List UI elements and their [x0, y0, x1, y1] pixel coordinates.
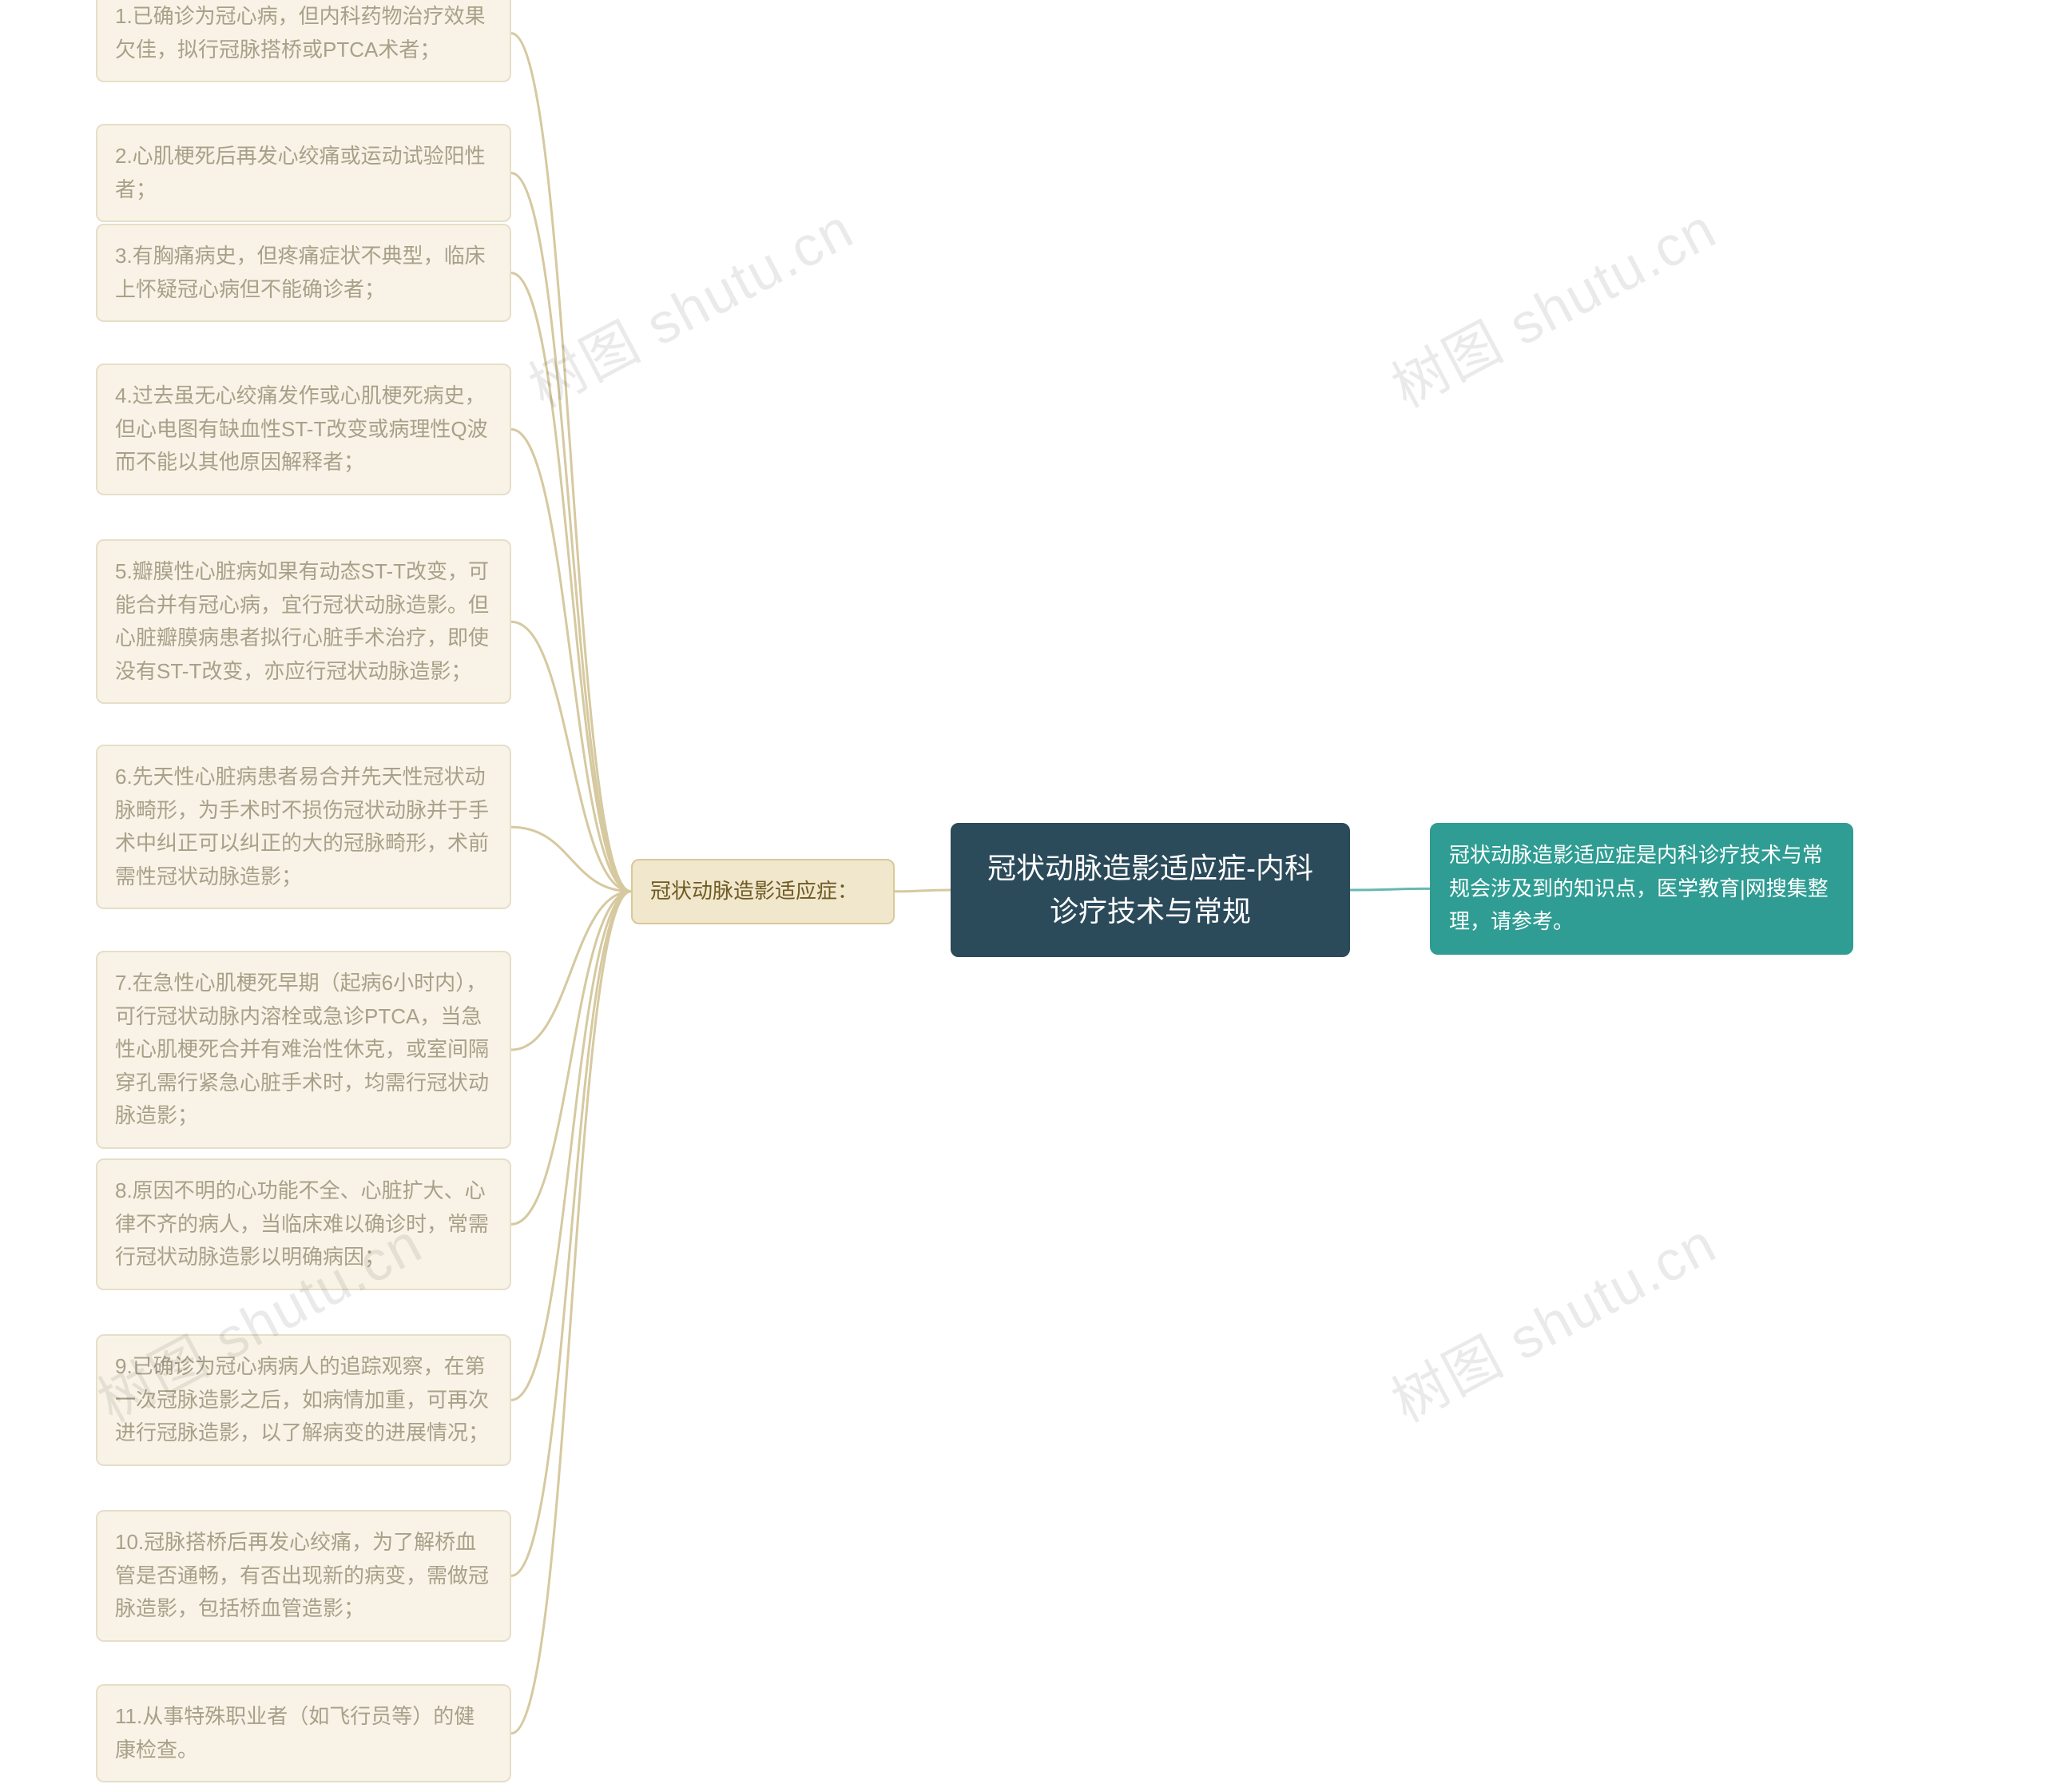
- leaf-node-1: 1.已确诊为冠心病，但内科药物治疗效果欠佳，拟行冠脉搭桥或PTCA术者；: [96, 0, 511, 82]
- leaf-node-10: 10.冠脉搭桥后再发心绞痛，为了解桥血管是否通畅，有否出现新的病变，需做冠脉造影…: [96, 1510, 511, 1642]
- edge: [511, 827, 631, 892]
- edge: [511, 892, 631, 1225]
- edge: [511, 429, 631, 891]
- leaf-node-8: 8.原因不明的心功能不全、心脏扩大、心律不齐的病人，当临床难以确诊时，常需行冠状…: [96, 1158, 511, 1290]
- watermark-4: 树图 shutu.cn: [1376, 1199, 1728, 1438]
- leaf-node-4: 4.过去虽无心绞痛发作或心肌梗死病史，但心电图有缺血性ST-T改变或病理性Q波而…: [96, 364, 511, 495]
- right-summary-node: 冠状动脉造影适应症是内科诊疗技术与常规会涉及到的知识点，医学教育|网搜集整理，请…: [1430, 823, 1853, 955]
- edge: [511, 892, 631, 1576]
- edge: [511, 892, 631, 1734]
- watermark-1: 树图 shutu.cn: [513, 185, 865, 423]
- mindmap-canvas: 冠状动脉造影适应症-内科诊疗技术与常规冠状动脉造影适应症是内科诊疗技术与常规会涉…: [0, 0, 2045, 1792]
- leaf-node-7: 7.在急性心肌梗死早期（起病6小时内），可行冠状动脉内溶栓或急诊PTCA，当急性…: [96, 951, 511, 1149]
- root-node: 冠状动脉造影适应症-内科诊疗技术与常规: [951, 823, 1350, 957]
- watermark-2: 树图 shutu.cn: [1376, 185, 1728, 423]
- leaf-node-11: 11.从事特殊职业者（如飞行员等）的健康检查。: [96, 1684, 511, 1782]
- edge: [511, 34, 631, 892]
- edge: [511, 892, 631, 1050]
- edge: [895, 890, 951, 892]
- edge: [511, 173, 631, 892]
- leaf-node-3: 3.有胸痛病史，但疼痛症状不典型，临床上怀疑冠心病但不能确诊者；: [96, 224, 511, 322]
- leaf-node-5: 5.瓣膜性心脏病如果有动态ST-T改变，可能合并有冠心病，宜行冠状动脉造影。但心…: [96, 539, 511, 704]
- edge: [1350, 888, 1430, 890]
- edge: [511, 273, 631, 892]
- leaf-node-6: 6.先天性心脏病患者易合并先天性冠状动脉畸形，为手术时不损伤冠状动脉并于手术中纠…: [96, 745, 511, 909]
- left-category-node: 冠状动脉造影适应症：: [631, 859, 895, 924]
- edge: [511, 892, 631, 1401]
- leaf-node-9: 9.已确诊为冠心病病人的追踪观察，在第一次冠脉造影之后，如病情加重，可再次进行冠…: [96, 1334, 511, 1466]
- edge: [511, 622, 631, 892]
- leaf-node-2: 2.心肌梗死后再发心绞痛或运动试验阳性者；: [96, 124, 511, 222]
